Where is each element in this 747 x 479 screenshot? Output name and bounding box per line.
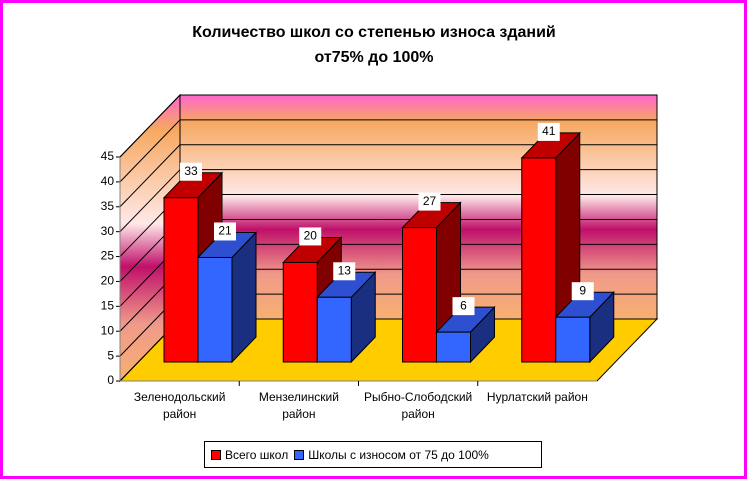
value-label: 41	[542, 124, 556, 138]
x-tick-label: Мензелинский район	[258, 390, 339, 421]
bar	[197, 256, 233, 363]
value-label-box	[418, 192, 441, 211]
value-label-box	[571, 282, 594, 301]
value-label-box	[333, 262, 356, 281]
x-tick-label: Рыбно-Слободский район	[364, 390, 473, 421]
bar	[163, 197, 199, 363]
value-label: 27	[423, 194, 437, 208]
value-label: 33	[184, 164, 198, 178]
bar	[436, 331, 471, 363]
chart-svg: Количество школ со степенью износа здани…	[101, 24, 659, 387]
y-tick-label: 10	[101, 323, 115, 337]
bar	[316, 296, 352, 363]
value-label: 13	[338, 263, 352, 277]
value-label: 21	[218, 224, 232, 238]
y-tick-label: 5	[107, 348, 114, 362]
y-tick-label: 15	[101, 299, 115, 313]
y-tick-label: 35	[101, 199, 115, 213]
bar	[521, 157, 557, 363]
value-label-box	[180, 162, 202, 181]
y-tick-label: 30	[101, 224, 115, 238]
y-tick-label: 45	[101, 149, 115, 163]
bar	[402, 227, 437, 363]
bar	[555, 316, 591, 363]
value-label-box	[537, 122, 560, 141]
grid-line	[119, 94, 181, 158]
value-label-box	[299, 227, 322, 246]
y-tick-label: 0	[107, 373, 114, 387]
value-label: 6	[460, 298, 467, 312]
chart-title: от75% до 100%	[315, 49, 434, 66]
bar	[282, 261, 318, 363]
grid-line	[119, 119, 181, 183]
chart-title: Количество школ со степенью износа здани…	[192, 24, 556, 41]
legend-label: Школы с износом от 75 до 100%	[308, 447, 489, 462]
grid-line	[119, 144, 181, 208]
legend-swatch	[294, 449, 305, 460]
grid-line	[119, 169, 181, 233]
legend: Всего школ Школы с износом от 75 до 100%	[204, 441, 542, 468]
x-tick-label: Нурлатский район	[486, 390, 588, 404]
legend-swatch	[211, 449, 221, 460]
value-label: 9	[579, 283, 586, 297]
y-tick-label: 20	[101, 274, 115, 288]
value-label: 20	[304, 229, 318, 243]
legend-label: Всего школ	[225, 447, 289, 462]
value-label-box	[452, 297, 475, 316]
x-tick-label: Зеленодольский район	[133, 390, 226, 421]
y-tick-label: 40	[101, 174, 115, 188]
value-label-box	[214, 222, 236, 241]
y-tick-label: 25	[101, 249, 115, 263]
